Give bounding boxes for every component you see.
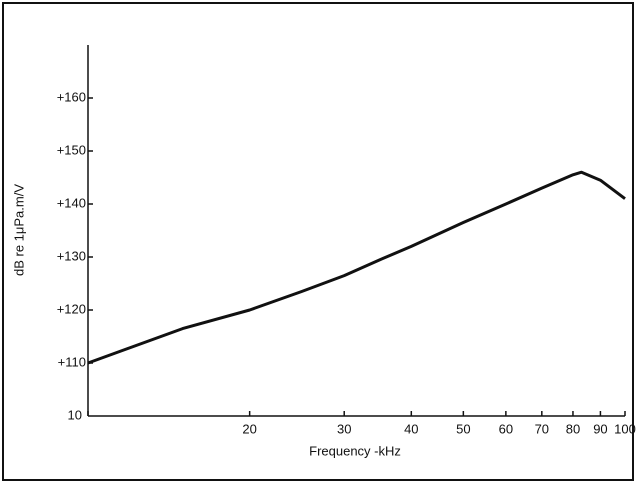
x-tick-label: 20	[242, 421, 256, 436]
x-tick-label: 100	[614, 421, 636, 436]
y-tick-label: +140	[57, 195, 86, 210]
y-tick-label: +110	[58, 354, 86, 369]
x-tick-label: 10	[68, 407, 82, 422]
x-tick-label: 40	[404, 421, 418, 436]
y-axis-label: dB re 1μPa.m/V	[11, 184, 26, 276]
x-tick-label: 80	[566, 421, 580, 436]
x-tick-label: 70	[535, 421, 549, 436]
y-tick-label: +120	[57, 301, 86, 316]
x-tick-label: 90	[593, 421, 607, 436]
y-tick-label: +160	[57, 89, 86, 104]
y-tick-label: +150	[57, 142, 86, 157]
y-tick-label: +130	[57, 248, 86, 263]
x-tick-label: 50	[456, 421, 470, 436]
line	[87, 170, 626, 365]
x-tick-label: 30	[337, 421, 351, 436]
x-tick-label: 60	[499, 421, 513, 436]
x-axis-label: Frequency -kHz	[309, 443, 401, 458]
